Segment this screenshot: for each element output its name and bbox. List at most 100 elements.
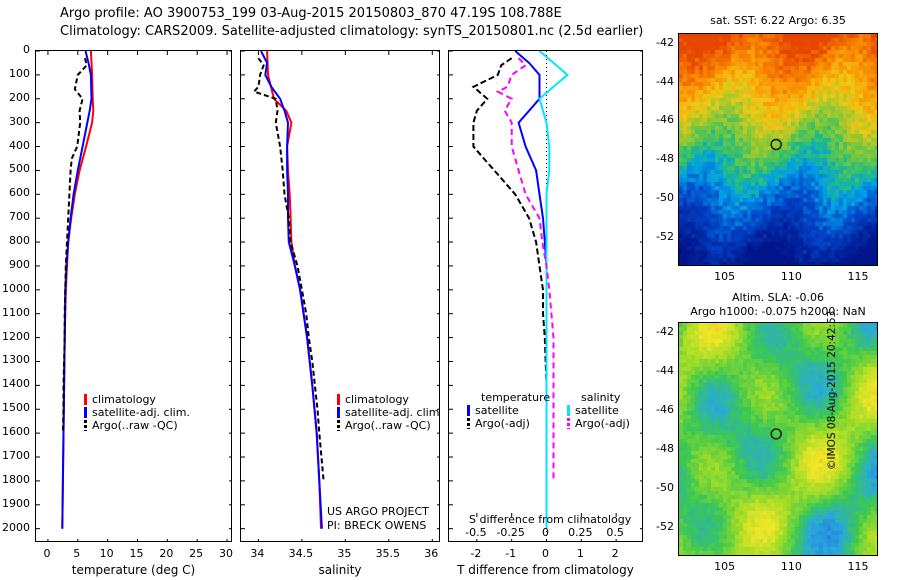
salinity-panel: climatology satellite-adj. clim. Argo(..… [240,50,440,542]
legend-sal-argo: Argo(-adj) [575,417,630,430]
sla-lat-label: -46 [656,402,674,416]
series-line-1 [61,51,93,529]
legend-salinity-heading: salinity [581,391,621,404]
sla-lon-label: 110 [780,560,802,573]
sst-lat-label: -42 [656,35,674,49]
legend-satellite: satellite-adj. clim. [92,406,190,419]
depth-tick-label: 500 [9,162,30,176]
sla-lon-label: 105 [714,560,736,573]
depth-tick-label: 1100 [2,305,30,319]
sst-title: sat. SST: 6.22 Argo: 6.35 [710,14,846,27]
diff-series-3 [495,57,555,481]
sst-lon-label: 115 [847,270,869,283]
legend-satellite: satellite-adj. clim. [345,406,440,419]
salinity-plot [241,51,439,541]
temperature-diff-legend: temperature satellite Argo(-adj) [467,391,550,430]
temperature-tick-label: 20 [159,547,174,560]
series-line-1 [260,51,323,529]
difference-panel: temperature satellite Argo(-adj) salinit… [448,50,643,542]
temperature-tick-label: 25 [189,547,204,560]
depth-tick-label: 1600 [2,425,30,439]
sla-lat-label: -44 [656,363,674,377]
t-diff-tick-label: -2 [470,547,482,560]
depth-tick-label: 1700 [2,449,30,463]
depth-tick-label: 1900 [2,496,30,510]
s-diff-tick-label: -0.25 [496,526,525,539]
sla-map [678,322,878,556]
sst-map [678,33,878,266]
salinity-legend: climatology satellite-adj. clim. Argo(..… [337,393,440,432]
series-line-2 [252,57,325,481]
climatology-title: Climatology: CARS2009. Satellite-adjuste… [60,24,644,39]
temperature-tick-label: 15 [129,547,144,560]
legend-climatology: climatology [92,393,156,406]
pi-label: PI: BRECK OWENS [327,519,427,532]
t-diff-tick-label: -1 [505,547,517,560]
t-diff-tick-label: 2 [611,547,619,560]
s-diff-title: S difference from climatology [469,513,632,526]
salinity-tick-label: 34 [250,547,265,560]
depth-tick-label: 0 [23,43,30,56]
depth-tick-label: 1300 [2,353,30,367]
legend-climatology: climatology [345,393,409,406]
legend-temp-argo: Argo(-adj) [475,417,530,430]
difference-plot [449,51,642,541]
salinity-tick-label: 35 [337,547,352,560]
legend-temp-satellite: satellite [475,404,519,417]
temperature-tick-label: 0 [43,547,51,560]
depth-tick-label: 900 [9,257,30,271]
sst-lat-label: -46 [656,113,674,127]
legend-sal-satellite: satellite [575,404,619,417]
depth-tick-label: 800 [9,234,30,248]
salinity-xlabel: salinity [318,563,362,577]
temperature-tick-label: 10 [99,547,114,560]
s-diff-tick-label: -0.5 [465,526,487,539]
temperature-legend: climatology satellite-adj. clim. Argo(..… [84,393,190,432]
sst-map-plot [679,34,877,265]
imos-stamp: ©IMOS 08-Aug-2015 20:42:53 [826,310,838,470]
series-line-2 [61,57,88,434]
sst-lat-label: -50 [656,191,674,205]
sla-lat-label: -48 [656,441,674,455]
project-label: US ARGO PROJECT [327,505,429,518]
s-diff-tick-label: 0 [542,526,549,539]
sst-lat-label: -48 [656,152,674,166]
t-diff-tick-label: 0 [542,547,549,560]
sla-argo-title: Argo h1000: -0.075 h2000: NaN [690,305,866,318]
sst-lat-label: -52 [656,229,674,243]
depth-tick-label: 2000 [2,520,30,534]
depth-tick-label: 300 [9,114,30,128]
legend-argo: Argo(..raw -QC) [345,419,431,432]
diff-series-2 [538,51,569,529]
depth-tick-label: 1400 [2,377,30,391]
sla-lat-label: -50 [656,480,674,494]
temperature-xlabel: temperature (deg C) [71,563,196,577]
sla-map-plot [679,323,877,555]
argo-location-marker [770,138,782,151]
depth-tick-label: 1800 [2,472,30,486]
legend-argo: Argo(..raw -QC) [92,419,178,432]
depth-tick-label: 100 [9,66,30,80]
temperature-panel: climatology satellite-adj. clim. Argo(..… [35,50,232,542]
legend-temperature-heading: temperature [481,391,551,404]
depth-tick-label: 200 [9,90,30,104]
series-line-0 [61,51,95,529]
sla-lat-label: -52 [656,519,674,533]
t-diff-tick-label: 1 [576,547,584,560]
argo-location-marker [770,428,782,440]
temperature-tick-label: 30 [219,547,234,560]
salinity-tick-label: 35.5 [375,547,401,560]
depth-tick-label: 1200 [2,329,30,343]
depth-tick-label: 400 [9,138,30,152]
depth-tick-label: 1500 [2,401,30,415]
depth-tick-label: 1000 [2,281,30,295]
salinity-tick-label: 36 [424,547,439,560]
temperature-tick-label: 5 [73,547,81,560]
sst-lon-label: 105 [714,270,736,283]
salinity-diff-legend: salinity satellite Argo(-adj) [567,391,630,430]
s-diff-tick-label: 0.25 [568,526,593,539]
depth-tick-label: 600 [9,186,30,200]
sst-lat-label: -44 [656,74,674,88]
sla-lat-label: -42 [656,324,674,338]
temperature-plot [36,51,231,541]
